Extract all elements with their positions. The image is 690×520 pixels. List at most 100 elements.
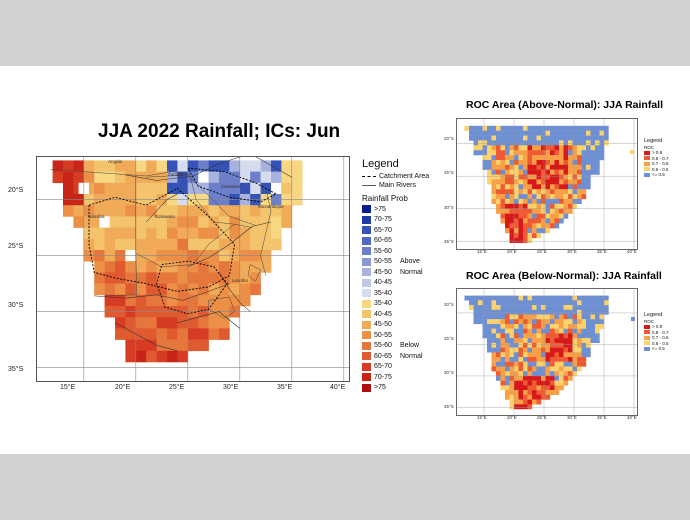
roc-cell — [487, 347, 492, 353]
roc-cell — [491, 338, 497, 343]
roc-cell — [554, 160, 560, 166]
roc-cell — [523, 319, 528, 325]
rainfall-cell — [83, 171, 95, 184]
roc-cell — [514, 135, 519, 141]
roc-cell — [518, 342, 524, 348]
roc-cell — [581, 189, 587, 195]
roc-cell — [563, 208, 569, 214]
rainfall-cell — [219, 238, 230, 251]
roc-cell — [509, 404, 515, 410]
rainfall-cell — [167, 160, 178, 172]
lat-tick-20s: 20°S — [8, 187, 24, 194]
rainfall-cell — [177, 216, 189, 228]
roc-cell — [590, 164, 596, 170]
rainfall-cell — [260, 238, 272, 251]
place-label-lesotho: Lesotho — [232, 278, 249, 283]
roc-cell — [586, 338, 591, 343]
roc-cell — [595, 169, 600, 175]
roc-above-legend-sub: ROC — [644, 145, 654, 150]
roc-cell — [532, 333, 537, 339]
roc-cell — [509, 338, 515, 343]
rainfall-cell — [146, 339, 157, 352]
roc-cell — [572, 371, 578, 377]
roc-cell — [536, 319, 542, 325]
rainfall-cell — [167, 317, 178, 329]
roc-cell — [518, 399, 524, 405]
roc-cell — [487, 145, 492, 151]
roc-cell — [509, 342, 515, 348]
roc-cell — [572, 357, 578, 362]
rainfall-cell — [135, 339, 147, 352]
roc-cell — [491, 352, 497, 358]
roc-above-lat-25s: 25°S — [444, 170, 454, 175]
roc-cell — [541, 347, 546, 353]
roc-cell — [577, 314, 582, 320]
roc-cell — [550, 208, 555, 214]
rainfall-cell — [229, 283, 241, 296]
roc-cell — [541, 160, 546, 166]
roc-cell — [559, 375, 564, 381]
roc-cell — [541, 189, 546, 195]
roc-cell — [572, 174, 578, 180]
roc-cell — [482, 309, 488, 315]
roc-cell — [599, 130, 605, 136]
roc-cell — [595, 300, 600, 306]
legend-swatch — [362, 362, 371, 371]
river-line — [218, 272, 251, 312]
rainfall-cell — [198, 238, 209, 251]
roc-cell — [523, 203, 528, 209]
roc-cell — [563, 145, 569, 151]
rainfall-cell — [94, 171, 105, 184]
roc-cell — [599, 125, 605, 131]
roc-cell — [554, 366, 560, 372]
legend-group-tag: Above — [400, 258, 420, 266]
rainfall-cell — [291, 182, 303, 195]
roc-cell — [536, 228, 542, 234]
rainfall-cell — [187, 238, 199, 251]
rainfall-cell — [219, 227, 230, 240]
roc-cell — [473, 319, 479, 325]
roc-cell — [536, 203, 542, 209]
roc-cell — [500, 361, 506, 367]
roc-cell — [541, 194, 546, 200]
roc-cell — [536, 371, 542, 377]
roc-legend-swatch — [644, 341, 650, 346]
rainfall-cell — [198, 160, 209, 172]
roc-cell — [599, 319, 605, 325]
roc-cell — [518, 160, 524, 166]
roc-cell — [545, 371, 551, 377]
roc-cell — [509, 140, 515, 146]
roc-cell — [572, 135, 578, 141]
roc-cell — [491, 314, 497, 320]
roc-cell — [500, 333, 506, 339]
roc-cell — [518, 155, 524, 161]
roc-cell — [514, 203, 519, 209]
roc-cell — [568, 189, 573, 195]
roc-cell — [568, 319, 573, 325]
roc-cell — [559, 179, 564, 185]
roc-cell — [559, 371, 564, 377]
roc-cell — [559, 145, 564, 151]
roc-cell — [581, 357, 587, 362]
rainfall-cell — [271, 227, 282, 240]
roc-cell — [586, 155, 591, 161]
roc-cell — [581, 324, 587, 329]
rainfall-cell — [219, 272, 230, 284]
rainfall-cell — [187, 328, 199, 340]
roc-cell — [527, 390, 533, 395]
rainfall-cell — [146, 160, 157, 172]
roc-cell — [545, 342, 551, 348]
roc-cell — [577, 169, 582, 175]
rainfall-cell — [104, 283, 116, 296]
roc-cell — [509, 324, 515, 329]
roc-cell — [505, 357, 510, 362]
roc-cell — [514, 140, 519, 146]
roc-cell — [523, 357, 528, 362]
roc-cell — [527, 198, 533, 204]
roc-cell — [527, 328, 533, 334]
roc-cell — [496, 194, 501, 200]
roc-cell — [514, 357, 519, 362]
roc-cell — [554, 140, 560, 146]
rainfall-cell — [146, 272, 157, 284]
roc-cell — [491, 198, 497, 204]
